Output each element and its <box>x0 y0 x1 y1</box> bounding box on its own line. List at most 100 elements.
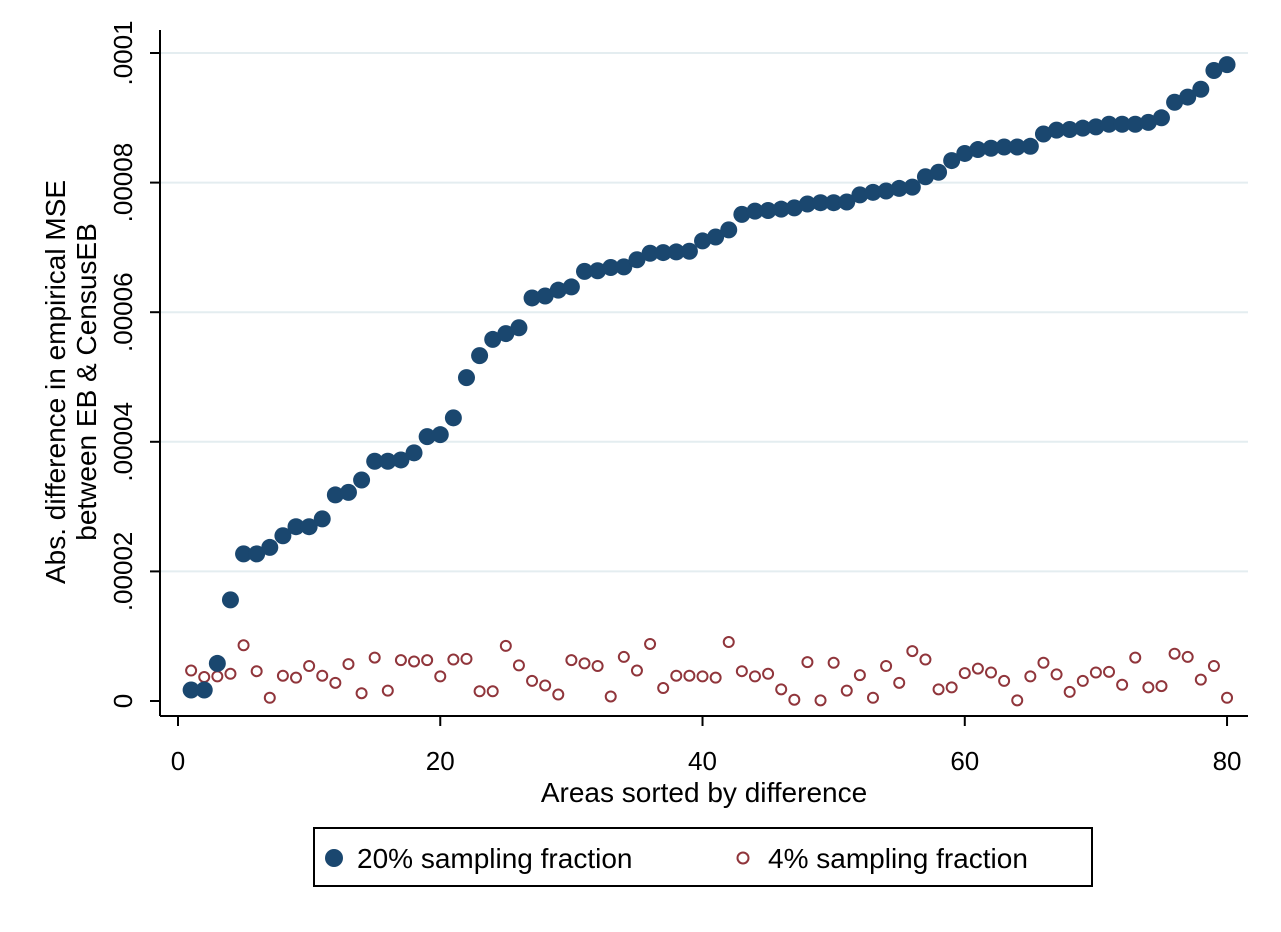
point-20pct <box>1126 115 1144 133</box>
point-4pct <box>434 670 447 683</box>
point-4pct <box>801 656 814 669</box>
point-4pct <box>224 667 237 680</box>
point-4pct <box>250 665 263 678</box>
point-4pct <box>1116 678 1129 691</box>
point-20pct <box>549 281 567 299</box>
point-20pct <box>248 545 266 563</box>
point-20pct <box>654 244 672 262</box>
legend-box <box>313 827 1093 887</box>
point-20pct <box>1179 88 1197 106</box>
point-4pct <box>1221 691 1234 704</box>
point-20pct <box>628 251 646 269</box>
point-4pct <box>1103 665 1116 678</box>
point-4pct <box>408 655 421 668</box>
point-20pct <box>1008 138 1026 156</box>
point-4pct <box>644 637 657 650</box>
point-20pct <box>798 195 816 213</box>
x-tick-label: 80 <box>1213 746 1242 776</box>
point-20pct <box>510 319 528 337</box>
point-4pct <box>814 694 827 707</box>
point-4pct <box>316 669 329 682</box>
x-tick-label: 0 <box>171 746 185 776</box>
point-20pct <box>733 205 751 223</box>
point-4pct <box>486 685 499 698</box>
point-20pct <box>379 452 397 470</box>
point-20pct <box>707 228 725 246</box>
point-20pct <box>195 681 213 699</box>
point-20pct <box>392 451 410 469</box>
point-4pct <box>762 667 775 680</box>
point-20pct <box>366 452 384 470</box>
point-20pct <box>313 510 331 528</box>
point-20pct <box>812 194 830 212</box>
point-4pct <box>998 674 1011 687</box>
point-4pct <box>919 653 932 666</box>
point-4pct <box>276 669 289 682</box>
x-tick-label: 60 <box>950 746 979 776</box>
point-4pct <box>748 670 761 683</box>
point-4pct <box>683 669 696 682</box>
point-20pct <box>300 518 318 536</box>
point-20pct <box>1087 118 1105 136</box>
legend-label-4pct: 4% sampling fraction <box>768 843 1028 874</box>
point-4pct <box>1194 673 1207 686</box>
point-4pct <box>263 691 276 704</box>
point-20pct <box>261 538 279 556</box>
legend-marker-4pct <box>736 851 750 865</box>
point-20pct <box>1021 137 1039 155</box>
point-20pct <box>969 141 987 159</box>
y-axis-title-line-2: between EB & CensusEB <box>71 223 102 541</box>
point-20pct <box>1074 119 1092 137</box>
point-20pct <box>431 426 449 444</box>
point-4pct <box>958 667 971 680</box>
point-20pct <box>930 163 948 181</box>
point-20pct <box>562 278 580 296</box>
point-20pct <box>484 330 502 348</box>
point-20pct <box>746 202 764 220</box>
point-4pct <box>1142 681 1155 694</box>
point-4pct <box>565 654 578 667</box>
point-20pct <box>471 347 489 365</box>
point-4pct <box>788 693 801 706</box>
data-points <box>182 56 1236 707</box>
point-4pct <box>670 669 683 682</box>
point-4pct <box>893 676 906 689</box>
point-20pct <box>825 194 843 212</box>
y-tick-label: .00002 <box>108 532 138 612</box>
point-4pct <box>512 659 525 672</box>
legend-label-20pct: 20% sampling fraction <box>357 843 632 874</box>
point-4pct <box>368 651 381 664</box>
point-20pct <box>339 483 357 501</box>
point-20pct <box>1100 115 1118 133</box>
point-20pct <box>1205 61 1223 79</box>
point-4pct <box>617 650 630 663</box>
y-tick-label: 0 <box>108 694 138 708</box>
y-tick-label: .00008 <box>108 143 138 223</box>
point-4pct <box>394 654 407 667</box>
legend: 20% sampling fraction 4% sampling fracti… <box>313 827 1093 887</box>
point-20pct <box>982 139 1000 157</box>
point-20pct <box>536 287 554 305</box>
point-20pct <box>1192 80 1210 98</box>
point-20pct <box>995 138 1013 156</box>
point-20pct <box>208 654 226 672</box>
point-4pct <box>1155 680 1168 693</box>
point-20pct <box>667 243 685 261</box>
point-20pct <box>772 200 790 218</box>
point-20pct <box>1152 109 1170 127</box>
point-20pct <box>497 325 515 343</box>
point-4pct <box>722 636 735 649</box>
grid-lines <box>160 52 1248 573</box>
point-4pct <box>1024 670 1037 683</box>
point-4pct <box>1063 685 1076 698</box>
point-4pct <box>1129 651 1142 664</box>
y-axis-ticks: 0 .00002 .00004 .00006 .00008 .0001 <box>108 20 160 708</box>
point-4pct <box>1168 647 1181 660</box>
point-20pct <box>916 168 934 186</box>
point-4pct <box>526 674 539 687</box>
point-4pct <box>866 691 879 704</box>
point-4pct <box>1050 668 1063 681</box>
point-20pct <box>1218 56 1236 74</box>
point-4pct <box>342 658 355 671</box>
